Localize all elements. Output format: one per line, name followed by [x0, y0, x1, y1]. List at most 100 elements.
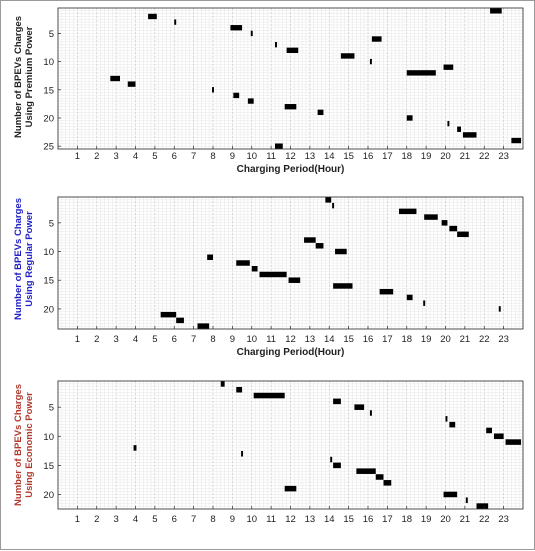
series-bars: [133, 381, 522, 509]
charge-bar: [284, 485, 297, 492]
x-tick-label: 22: [479, 151, 490, 162]
x-tick-label: 12: [285, 514, 296, 525]
x-tick-label: 5: [152, 334, 157, 345]
charge-bar: [375, 474, 384, 480]
charge-bar: [441, 220, 448, 226]
x-tick-label: 9: [230, 334, 235, 345]
charge-bar: [476, 503, 489, 509]
x-tick-label: 15: [343, 514, 354, 525]
x-tick-label: 14: [324, 334, 335, 345]
charge-bar: [447, 120, 450, 127]
x-tick-label: 12: [285, 151, 296, 162]
charge-bar: [333, 398, 341, 405]
charge-bar: [220, 381, 225, 387]
charge-bar: [236, 260, 250, 266]
x-tick-label: 5: [152, 514, 157, 525]
y-axis-label-line: Number of BPEVs Charges: [13, 384, 24, 506]
charge-bar: [212, 87, 214, 93]
y-tick-label: 20: [43, 490, 54, 501]
y-tick-label: 5: [49, 403, 54, 414]
x-tick-label: 15: [343, 334, 354, 345]
charge-bar: [247, 98, 254, 104]
x-tick-label: 20: [440, 334, 451, 345]
charge-bar: [148, 13, 157, 20]
x-tick-label: 15: [343, 151, 354, 162]
charge-bar: [284, 104, 297, 110]
grid: [57, 7, 524, 150]
charge-bar: [371, 36, 382, 42]
y-axis-label-line: Using Economic Power: [24, 392, 35, 498]
x-tick-label: 23: [498, 151, 509, 162]
charge-bar: [406, 70, 436, 76]
x-tick-label: 14: [324, 514, 335, 525]
charge-bar: [275, 143, 283, 149]
charge-bar: [335, 248, 347, 255]
charge-bar: [253, 392, 285, 399]
charge-bar: [176, 317, 184, 324]
x-tick-label: 21: [460, 514, 471, 525]
x-tick-label: 13: [305, 334, 316, 345]
y-axis-label-line: Using Premium Power: [24, 26, 35, 127]
y-tick-label: 20: [43, 113, 54, 124]
y-axis-label-line: Number of BPEVs Charges: [13, 198, 24, 320]
x-tick-label: 22: [479, 514, 490, 525]
charge-bar: [356, 468, 376, 474]
x-tick-label: 6: [172, 514, 177, 525]
x-tick-label: 16: [363, 334, 374, 345]
charge-bar: [197, 323, 210, 329]
x-tick-label: 13: [305, 151, 316, 162]
x-tick-label: 3: [113, 334, 118, 345]
charge-bar: [443, 491, 458, 498]
x-tick-label: 18: [401, 334, 412, 345]
x-tick-label: 21: [460, 334, 471, 345]
y-tick-label: 25: [43, 142, 54, 153]
charge-bar: [423, 300, 426, 306]
x-tick-label: 9: [230, 151, 235, 162]
x-tick-label: 18: [401, 151, 412, 162]
x-tick-label: 17: [382, 334, 393, 345]
charge-bar: [127, 81, 136, 87]
x-tick-label: 10: [246, 151, 257, 162]
x-tick-label: 11: [266, 151, 276, 162]
x-tick-label: 6: [172, 151, 177, 162]
x-tick-label: 12: [285, 334, 296, 345]
x-tick-label: 20: [440, 514, 451, 525]
x-tick-label: 1: [75, 151, 80, 162]
x-tick-label: 22: [479, 334, 490, 345]
x-tick-label: 23: [498, 514, 509, 525]
charge-bar: [259, 271, 287, 278]
x-tick-label: 8: [210, 334, 215, 345]
x-tick-label: 7: [191, 334, 196, 345]
x-tick-label: 8: [210, 514, 215, 525]
charge-bar: [493, 433, 504, 440]
x-axis-label: Charging Period(Hour): [237, 347, 345, 358]
y-tick-label: 15: [43, 85, 54, 96]
charge-bar: [406, 115, 413, 121]
grid: [57, 380, 524, 510]
x-tick-label: 7: [191, 514, 196, 525]
x-tick-label: 5: [152, 151, 157, 162]
x-tick-label: 18: [401, 514, 412, 525]
chart-panel-2: 1 2 3 4 5 6 7 8 9 10 11 12 13 14 15 16 17 18 19 20 21 22 23510…: [13, 196, 524, 358]
x-tick-label: 13: [305, 514, 316, 525]
y-tick-label: 10: [43, 247, 54, 258]
charge-bar: [315, 243, 324, 249]
x-tick-label: 21: [460, 151, 471, 162]
x-tick-label: 17: [382, 514, 393, 525]
x-tick-label: 7: [191, 151, 196, 162]
charge-bar: [399, 208, 417, 215]
y-tick-label: 20: [43, 304, 54, 315]
x-tick-label: 23: [498, 334, 509, 345]
x-tick-label: 2: [94, 514, 99, 525]
series-bars: [160, 197, 501, 329]
y-tick-label: 15: [43, 461, 54, 472]
charge-bar: [251, 266, 258, 272]
charge-bar: [207, 254, 213, 260]
charge-bar: [133, 445, 137, 451]
x-tick-label: 16: [363, 514, 374, 525]
charge-bar: [383, 480, 392, 486]
x-tick-label: 2: [94, 334, 99, 345]
charge-bar: [333, 283, 353, 289]
chart-panel-1: 1 2 3 4 5 6 7 8 9 10 11 12 13 14 15 16 17 18 19 20 21 22 23510…: [13, 7, 524, 175]
